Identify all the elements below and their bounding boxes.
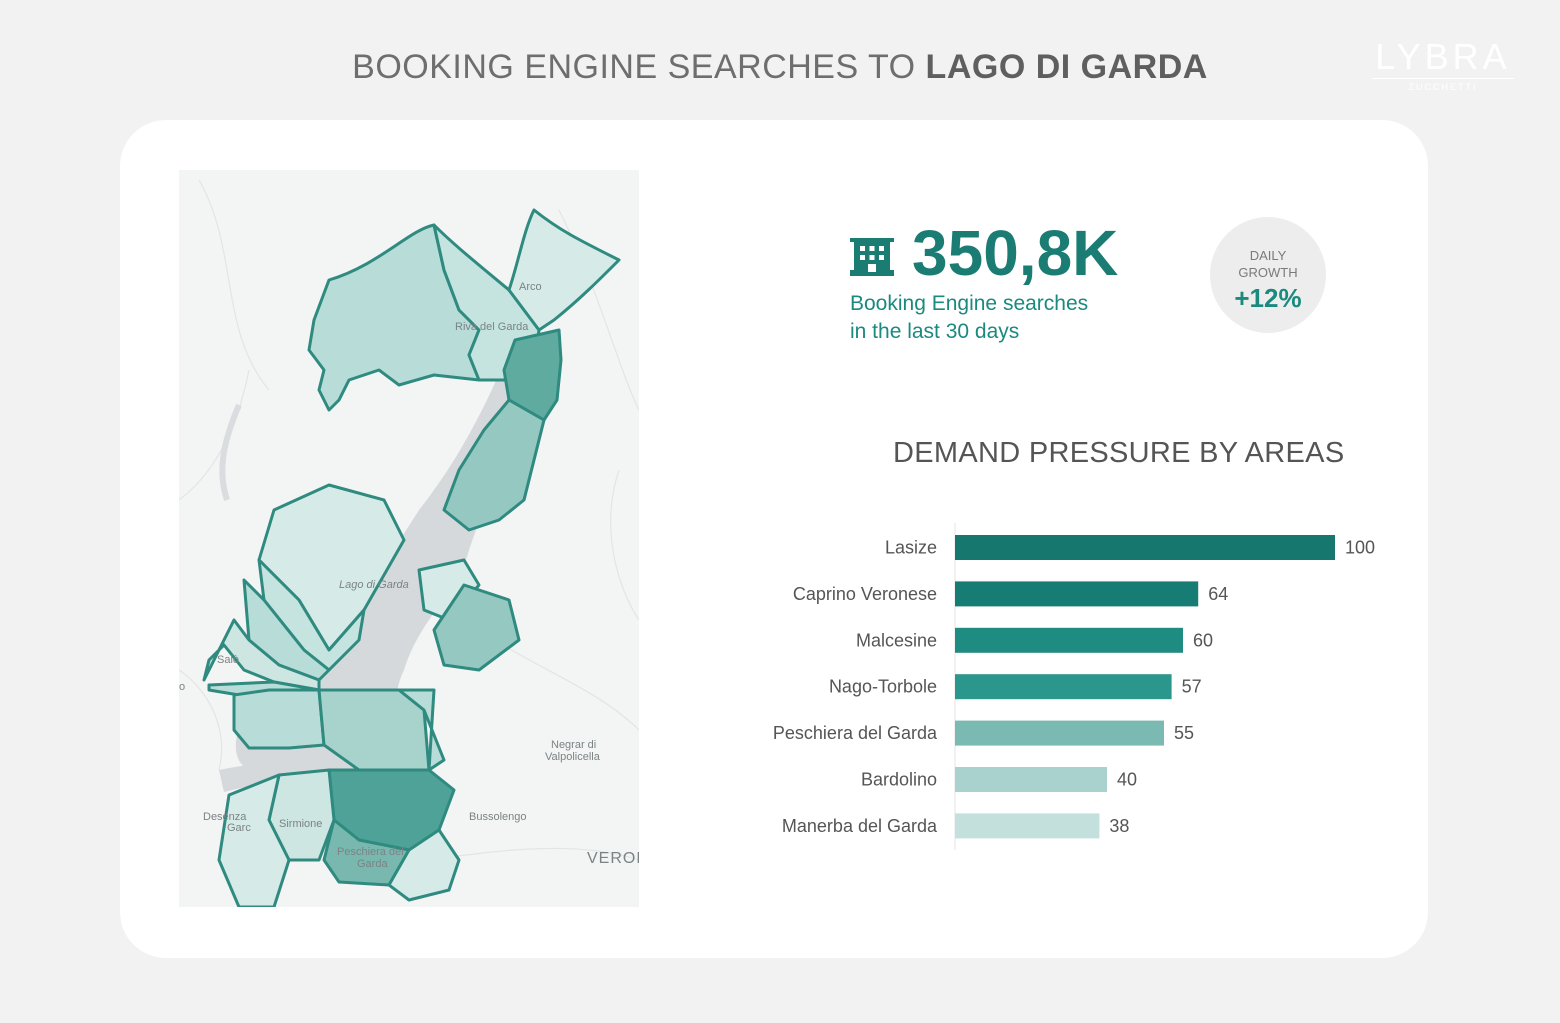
bar	[955, 581, 1199, 607]
map-region	[217, 773, 291, 907]
map-label-arco: Arco	[519, 281, 542, 293]
map-label-riva: Riva del Garda	[455, 321, 529, 333]
bar-value-label: 38	[1109, 816, 1129, 836]
map-region	[507, 208, 621, 332]
map-region	[432, 583, 521, 672]
bar	[955, 627, 1183, 653]
bar-value-label: 64	[1208, 584, 1228, 604]
map-label-negrar: Negrar di	[551, 739, 596, 751]
map-label-peschiera: Peschiera del	[337, 846, 404, 858]
growth-label-line1: DAILY	[1249, 248, 1287, 263]
chart-title: DEMAND PRESSURE BY AREAS	[893, 437, 1345, 469]
bar	[955, 720, 1164, 746]
kpi-description: Booking Engine searches in the last 30 d…	[850, 290, 1150, 346]
bar	[955, 535, 1335, 560]
growth-value: +12%	[1234, 283, 1302, 313]
map-region	[387, 828, 461, 902]
map-road	[610, 469, 639, 621]
growth-label: DAILY GROWTH	[1228, 247, 1308, 281]
map-label-desenzano: Desenza	[203, 811, 247, 823]
bar-value-label: 100	[1345, 538, 1375, 558]
page-title: BOOKING ENGINE SEARCHES TO LAGO DI GARDA	[352, 48, 1208, 86]
map-label-sirmione: Sirmione	[279, 818, 322, 830]
logo-subtitle: ZUCCHETTI	[1408, 82, 1478, 92]
map-region	[502, 328, 563, 422]
kpi-description-line2: in the last 30 days	[850, 320, 1020, 343]
map-region	[442, 398, 546, 532]
map-region	[397, 688, 446, 772]
category-label: Bardolino	[861, 770, 937, 790]
bar-value-label: 60	[1193, 630, 1213, 650]
bar-value-label: 55	[1174, 723, 1194, 743]
logo-divider	[1372, 78, 1514, 79]
logo-wordmark: LYBRA	[1375, 36, 1511, 77]
category-label: Manerba del Garda	[782, 816, 938, 836]
map-label-desenzano-2: Garc	[227, 822, 251, 834]
category-label: Caprino Veronese	[793, 584, 937, 604]
bar	[955, 767, 1107, 792]
map-regions	[202, 208, 621, 907]
lake-idro	[219, 403, 242, 501]
growth-label-line2: GROWTH	[1238, 265, 1298, 280]
kpi-value: 350,8K	[912, 217, 1119, 289]
kpi-description-line1: Booking Engine searches	[850, 292, 1089, 315]
daily-growth-badge: DAILY GROWTH +12%	[1210, 217, 1326, 333]
category-label: Malcesine	[856, 630, 937, 650]
bar	[955, 813, 1100, 839]
hotel-building-icon	[850, 238, 894, 276]
category-label: Lasize	[885, 538, 937, 558]
map-road	[179, 669, 223, 771]
lake-garda-map: Arco Riva del Garda Lago di Garda Salò N…	[179, 170, 639, 907]
map-road	[198, 179, 270, 391]
bar-value-label: 57	[1182, 677, 1202, 697]
map-label-verona: VERON	[587, 850, 639, 867]
map-label-edge: o	[179, 681, 185, 693]
lybra-logo: LYBRA ZUCCHETTI	[1368, 36, 1518, 92]
map-label-negrar-2: Valpolicella	[545, 751, 601, 763]
bar-value-label: 40	[1117, 770, 1137, 790]
demand-pressure-bar-chart: Lasize 100 Caprino Veronese 64 Malcesine 60 Na…	[773, 523, 1375, 850]
map-label-peschiera-2: Garda	[357, 858, 388, 870]
map-region	[232, 688, 326, 750]
map-label-bussolengo: Bussolengo	[469, 811, 527, 823]
category-label: Peschiera del Garda	[773, 723, 938, 743]
category-label: Nago-Torbole	[829, 677, 937, 697]
map-label-lago: Lago di Garda	[339, 579, 409, 591]
bar	[955, 674, 1172, 700]
map-label-salo: Salò	[217, 654, 239, 666]
map-region	[432, 223, 541, 382]
